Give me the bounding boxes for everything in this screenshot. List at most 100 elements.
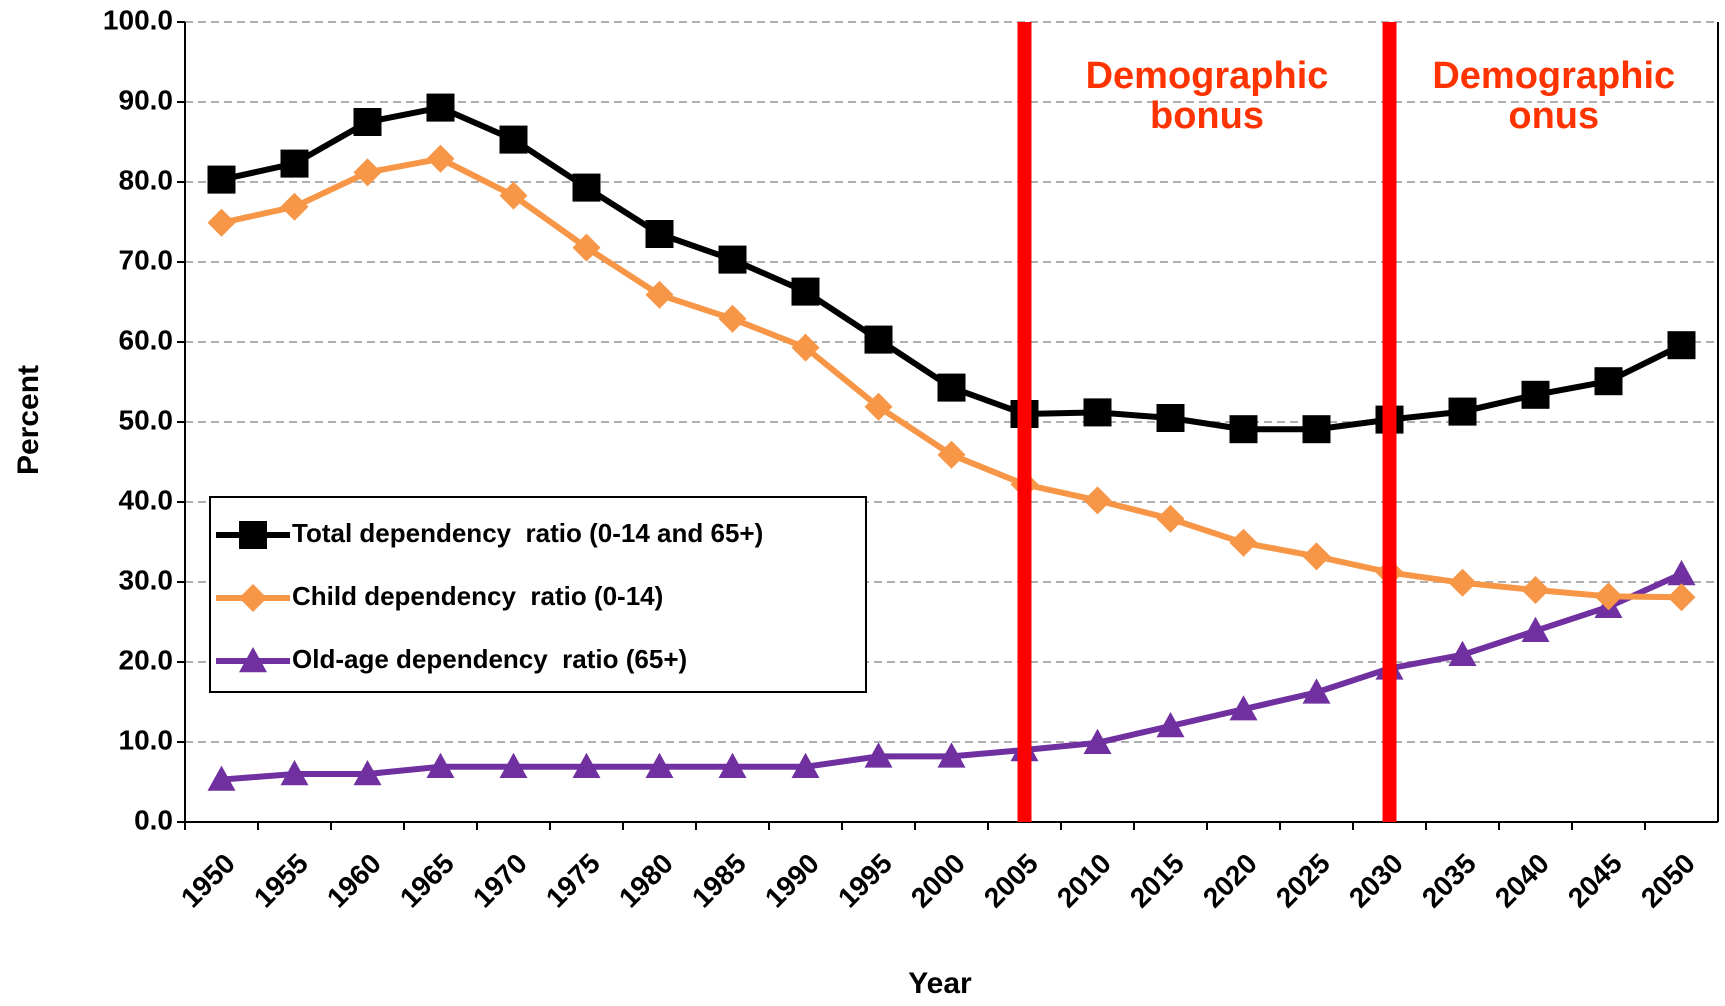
- marker: [280, 192, 309, 221]
- marker: [280, 760, 309, 786]
- legend-box: [209, 496, 867, 693]
- x-tick-label: 1990: [759, 848, 825, 914]
- marker: [207, 765, 236, 791]
- marker: [791, 752, 820, 778]
- marker: [1302, 415, 1331, 444]
- x-tick-label: 2010: [1051, 848, 1117, 914]
- marker: [645, 280, 674, 309]
- y-tick-label: 90.0: [119, 84, 174, 115]
- marker: [426, 752, 455, 778]
- legend-marker: [239, 647, 267, 673]
- marker: [1448, 397, 1477, 426]
- marker: [353, 108, 382, 136]
- x-tick-label: 2015: [1124, 848, 1190, 914]
- marker: [791, 333, 820, 362]
- marker: [937, 742, 966, 768]
- y-tick-label: 10.0: [119, 724, 174, 755]
- legend-label: Child dependency ratio (0-14): [292, 581, 663, 611]
- marker: [1083, 398, 1112, 427]
- legend-entry: Child dependency ratio (0-14): [216, 581, 663, 612]
- y-axis-label: Percent: [12, 365, 45, 475]
- marker: [1594, 582, 1623, 611]
- marker: [1229, 695, 1258, 721]
- legend-marker: [239, 584, 267, 612]
- marker: [1083, 486, 1112, 515]
- marker: [1083, 728, 1112, 754]
- marker: [1448, 568, 1477, 597]
- marker: [864, 392, 893, 421]
- marker: [499, 752, 528, 778]
- x-tick-label: 2005: [978, 848, 1044, 914]
- marker: [1156, 504, 1185, 533]
- marker: [572, 233, 601, 262]
- marker: [207, 208, 236, 237]
- y-tick-label: 30.0: [119, 564, 174, 595]
- marker: [353, 158, 382, 187]
- y-tick-label: 40.0: [119, 484, 174, 515]
- marker: [1229, 528, 1258, 557]
- phase-label: Demographic: [1086, 55, 1329, 97]
- x-tick-label: 2050: [1635, 848, 1701, 914]
- y-tick-label: 70.0: [119, 244, 174, 275]
- marker: [1302, 542, 1331, 571]
- marker: [426, 144, 455, 173]
- marker: [791, 277, 820, 306]
- series: [207, 93, 1696, 444]
- x-axis-label: Year: [908, 967, 972, 1000]
- marker: [572, 173, 601, 202]
- marker: [280, 149, 309, 178]
- x-tick-label: 1980: [613, 848, 679, 914]
- x-tick-label: 2040: [1489, 848, 1555, 914]
- legend-entry: Total dependency ratio (0-14 and 65+): [216, 518, 763, 549]
- marker: [426, 93, 455, 122]
- y-tick-label: 80.0: [119, 164, 174, 195]
- x-tick-label: 2025: [1270, 848, 1336, 914]
- marker: [718, 752, 747, 778]
- legend-entry: Old-age dependency ratio (65+): [216, 644, 687, 674]
- marker: [1667, 583, 1696, 612]
- x-tick-label: 2030: [1343, 848, 1409, 914]
- x-tick-label: 2000: [905, 848, 971, 914]
- x-tick-label: 2045: [1562, 848, 1628, 914]
- x-tick-label: 1985: [686, 848, 752, 914]
- marker: [353, 760, 382, 786]
- marker: [864, 742, 893, 768]
- phase-label: onus: [1508, 95, 1599, 137]
- marker: [1521, 616, 1550, 642]
- x-tick-label: 2020: [1197, 848, 1263, 914]
- marker: [572, 752, 601, 778]
- marker: [1229, 415, 1258, 444]
- marker: [1302, 678, 1331, 704]
- phase-label: Demographic: [1432, 55, 1675, 97]
- x-tick-label: 2035: [1416, 848, 1482, 914]
- y-tick-label: 0.0: [134, 804, 173, 835]
- marker: [1156, 404, 1185, 432]
- x-tick-label: 1950: [175, 848, 241, 914]
- marker: [499, 181, 528, 210]
- marker: [718, 245, 747, 274]
- y-tick-label: 20.0: [119, 644, 174, 675]
- y-tick-label: 50.0: [119, 404, 174, 435]
- marker: [718, 304, 747, 333]
- marker: [1521, 576, 1550, 604]
- marker: [1667, 560, 1696, 586]
- marker: [1156, 712, 1185, 738]
- x-tick-label: 1955: [248, 848, 314, 914]
- legend-label: Total dependency ratio (0-14 and 65+): [292, 518, 763, 548]
- marker: [864, 325, 893, 354]
- legend-marker: [239, 521, 267, 549]
- marker: [937, 373, 966, 402]
- x-tick-label: 1960: [321, 848, 387, 914]
- marker: [1594, 367, 1623, 396]
- x-tick-label: 1975: [540, 848, 606, 914]
- y-tick-label: 100.0: [103, 4, 173, 35]
- x-tick-label: 1970: [467, 848, 533, 914]
- marker: [645, 752, 674, 778]
- y-tick-label: 60.0: [119, 324, 174, 355]
- x-tick-label: 1995: [832, 848, 898, 914]
- marker: [1667, 331, 1696, 360]
- marker: [937, 440, 966, 469]
- legend-label: Old-age dependency ratio (65+): [292, 644, 687, 674]
- marker: [1521, 380, 1550, 409]
